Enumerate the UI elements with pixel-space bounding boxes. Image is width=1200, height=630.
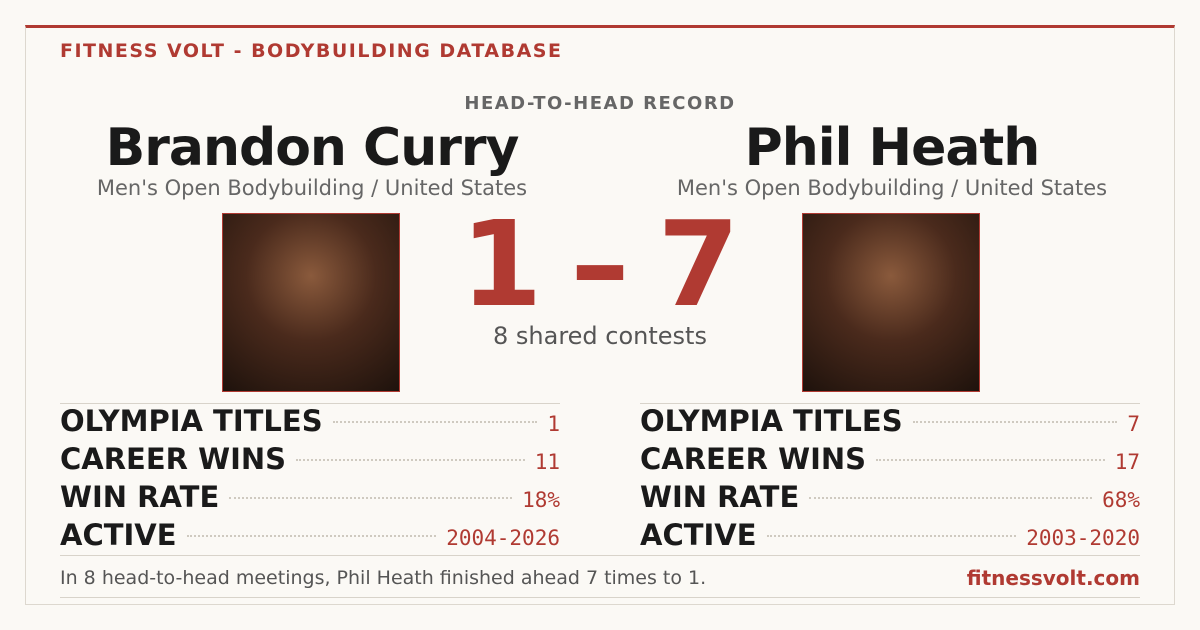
stat-value: 17 xyxy=(1114,450,1140,474)
divider xyxy=(60,597,1140,598)
stat-label: CAREER WINS xyxy=(60,442,287,476)
score: 1–7 xyxy=(0,195,1200,333)
stat-value: 2003-2020 xyxy=(1026,526,1140,550)
score-left: 1 xyxy=(460,195,543,333)
stat-row: CAREER WINS 11 xyxy=(60,442,560,480)
stat-row: ACTIVE 2004-2026 xyxy=(60,518,560,556)
player-division: Men's Open Bodybuilding / United States xyxy=(676,176,1108,200)
stat-row: WIN RATE 68% xyxy=(640,480,1140,518)
stats: OLYMPIA TITLES 7 CAREER WINS 17 WIN RATE 68% A… xyxy=(640,403,1140,556)
leader xyxy=(766,535,1017,537)
score-right: 7 xyxy=(657,195,740,333)
player-photo xyxy=(802,213,980,392)
stat-label: OLYMPIA TITLES xyxy=(640,404,903,438)
leader xyxy=(229,497,513,499)
leader xyxy=(912,421,1118,423)
stat-label: CAREER WINS xyxy=(640,442,867,476)
player-name: Brandon Curry xyxy=(105,118,520,178)
leader xyxy=(296,459,525,461)
stat-label: WIN RATE xyxy=(640,480,800,514)
leader xyxy=(809,497,1093,499)
stat-value: 18% xyxy=(522,488,560,512)
brand: FITNESS VOLT - BODYBUILDING DATABASE xyxy=(60,40,563,62)
leader xyxy=(332,421,538,423)
player-division: Men's Open Bodybuilding / United States xyxy=(96,176,528,200)
stat-label: ACTIVE xyxy=(640,518,757,552)
stat-value: 1 xyxy=(547,412,560,436)
leader xyxy=(876,459,1105,461)
summary: In 8 head-to-head meetings, Phil Heath f… xyxy=(60,567,707,589)
stats: OLYMPIA TITLES 1 CAREER WINS 11 WIN RATE 18% A… xyxy=(60,403,560,556)
stat-label: WIN RATE xyxy=(60,480,220,514)
stat-row: OLYMPIA TITLES 1 xyxy=(60,404,560,442)
stat-row: CAREER WINS 17 xyxy=(640,442,1140,480)
site-link: fitnessvolt.com xyxy=(966,566,1140,590)
divider xyxy=(60,555,1140,556)
stat-value: 7 xyxy=(1127,412,1140,436)
player-name: Phil Heath xyxy=(744,118,1041,178)
stat-row: OLYMPIA TITLES 7 xyxy=(640,404,1140,442)
score-separator: – xyxy=(570,195,630,333)
stat-value: 2004-2026 xyxy=(446,526,560,550)
stat-value: 11 xyxy=(534,450,560,474)
card xyxy=(25,25,1175,605)
stat-row: ACTIVE 2003-2020 xyxy=(640,518,1140,556)
stat-row: WIN RATE 18% xyxy=(60,480,560,518)
leader xyxy=(186,535,437,537)
player-photo xyxy=(222,213,400,392)
score-caption: 8 shared contests xyxy=(493,322,707,350)
stat-label: ACTIVE xyxy=(60,518,177,552)
section-title: HEAD-TO-HEAD RECORD xyxy=(464,93,736,114)
stat-label: OLYMPIA TITLES xyxy=(60,404,323,438)
stat-value: 68% xyxy=(1102,488,1140,512)
